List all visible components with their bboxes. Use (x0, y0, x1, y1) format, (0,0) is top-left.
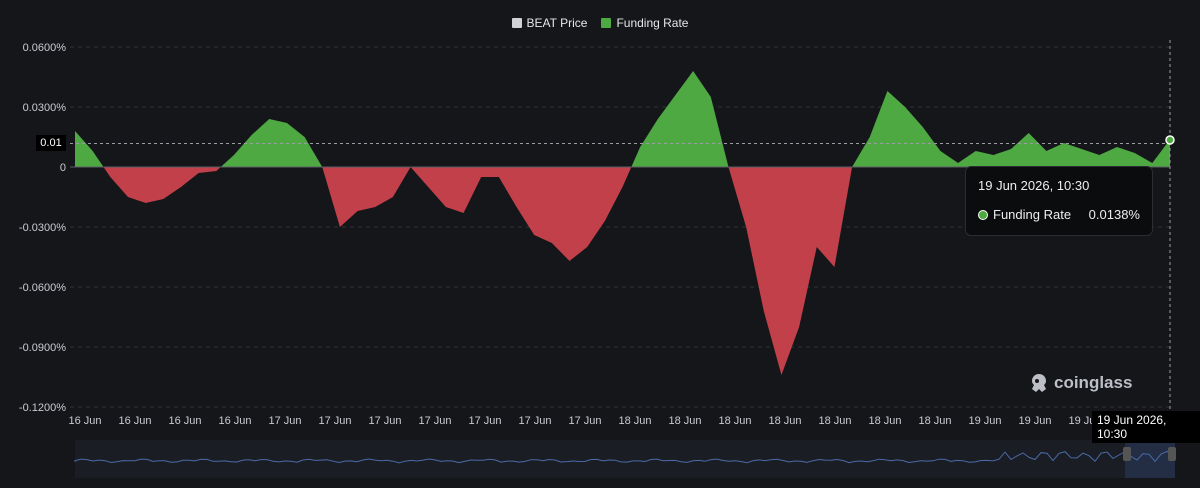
navigator-handle-left (1123, 447, 1131, 461)
negative-area-segment (728, 167, 853, 375)
x-tick-label: 17 Jun (468, 415, 501, 427)
y-tick-label: 0.0300% (23, 102, 67, 114)
tooltip-series-name: Funding Rate (993, 207, 1072, 222)
watermark-text: coinglass (1054, 373, 1133, 392)
negative-area-segment (322, 167, 411, 227)
beat-price-swatch (511, 18, 522, 28)
positive-area-segment (852, 91, 1170, 167)
x-tick-label: 18 Jun (918, 415, 951, 427)
x-tick-label: 18 Jun (718, 415, 751, 427)
x-tick-label: 16 Jun (168, 415, 201, 427)
hover-point-marker (1165, 135, 1175, 145)
hover-tooltip: 19 Jun 2026, 10:30 Funding Rate 0.0138% (965, 166, 1153, 236)
legend-item-beat-price[interactable]: BEAT Price (511, 16, 588, 30)
x-tick-label: 17 Jun (518, 415, 551, 427)
coinglass-logo-icon (1032, 374, 1046, 392)
x-tick-label: 18 Jun (868, 415, 901, 427)
legend-item-funding-rate[interactable]: Funding Rate (601, 16, 688, 30)
positive-area-segment (631, 71, 729, 167)
navigator-selection (1125, 440, 1175, 478)
y-tick-label: -0.0300% (19, 222, 66, 234)
y-axis-ticks: 0.0600% 0.0300% 0 -0.0300% -0.0600% -0.0900% -… (19, 42, 66, 414)
x-tick-label: 18 Jun (618, 415, 651, 427)
y-tick-label: -0.0900% (19, 342, 66, 354)
x-tick-label: 18 Jun (668, 415, 701, 427)
positive-area-segment (75, 131, 104, 167)
coinglass-watermark: coinglass (1030, 373, 1132, 393)
x-tick-label: 17 Jun (418, 415, 451, 427)
navigator-line (74, 450, 1174, 464)
x-tick-label: 18 Jun (818, 415, 851, 427)
tooltip-title: 19 Jun 2026, 10:30 (978, 178, 1090, 193)
legend-label-beat-price: BEAT Price (526, 16, 588, 30)
x-tick-label: 19 Jun (1018, 415, 1051, 427)
crosshair-y-label: 0.01 (36, 135, 66, 151)
navigator-handle-right (1168, 447, 1176, 461)
x-axis-ticks: 16 Jun 16 Jun 16 Jun 16 Jun 17 Jun 17 Jun 17 J… (68, 415, 1151, 427)
x-tick-label: 17 Jun (318, 415, 351, 427)
x-tick-label: 19 Jun (968, 415, 1001, 427)
navigator-track (75, 440, 1175, 478)
y-tick-label: 0.0600% (23, 42, 67, 54)
chart-legend: BEAT Price Funding Rate (0, 16, 1200, 30)
negative-area-segment (103, 167, 221, 203)
y-tick-label: -0.0600% (19, 282, 66, 294)
crosshair-x-label: 19 Jun 2026, 10:30 (1092, 411, 1200, 443)
positive-area-segment (220, 119, 323, 167)
negative-area-segment (410, 167, 632, 261)
y-tick-label: -0.1200% (19, 402, 66, 414)
funding-rate-area (75, 71, 1170, 375)
tooltip-series-dot-icon (978, 209, 988, 220)
x-tick-label: 16 Jun (68, 415, 101, 427)
funding-rate-swatch (601, 18, 612, 28)
x-tick-label: 16 Jun (218, 415, 251, 427)
tooltip-series-value: 0.0138% (1088, 207, 1140, 222)
legend-label-funding-rate: Funding Rate (616, 16, 689, 30)
x-tick-label: 17 Jun (568, 415, 601, 427)
x-tick-label: 17 Jun (368, 415, 401, 427)
y-tick-label: 0 (60, 162, 66, 174)
x-tick-label: 16 Jun (118, 415, 151, 427)
tooltip-row: Funding Rate 0.0138% (978, 207, 1140, 222)
navigator (74, 440, 1176, 478)
x-tick-label: 17 Jun (268, 415, 301, 427)
x-tick-label: 18 Jun (768, 415, 801, 427)
